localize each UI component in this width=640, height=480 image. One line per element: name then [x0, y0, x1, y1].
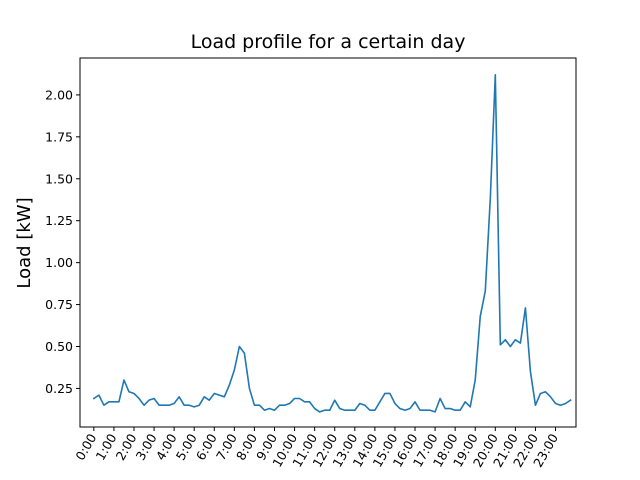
y-tick-label: 0.50 — [45, 339, 73, 354]
chart-title: Load profile for a certain day — [191, 31, 466, 53]
plot-area: 0.250.500.751.001.251.501.752.000:001:00… — [45, 73, 572, 470]
y-tick-label: 0.75 — [45, 297, 73, 312]
plot-frame — [79, 57, 577, 428]
y-tick-label: 2.00 — [45, 87, 73, 102]
y-axis-label: Load [kW] — [14, 197, 35, 288]
y-tick-label: 1.75 — [45, 129, 73, 144]
y-tick-label: 1.50 — [45, 171, 73, 186]
y-tick-label: 1.00 — [45, 255, 73, 270]
y-tick-label: 0.25 — [45, 381, 73, 396]
y-tick-label: 1.25 — [45, 213, 73, 228]
series-line — [92, 73, 572, 413]
